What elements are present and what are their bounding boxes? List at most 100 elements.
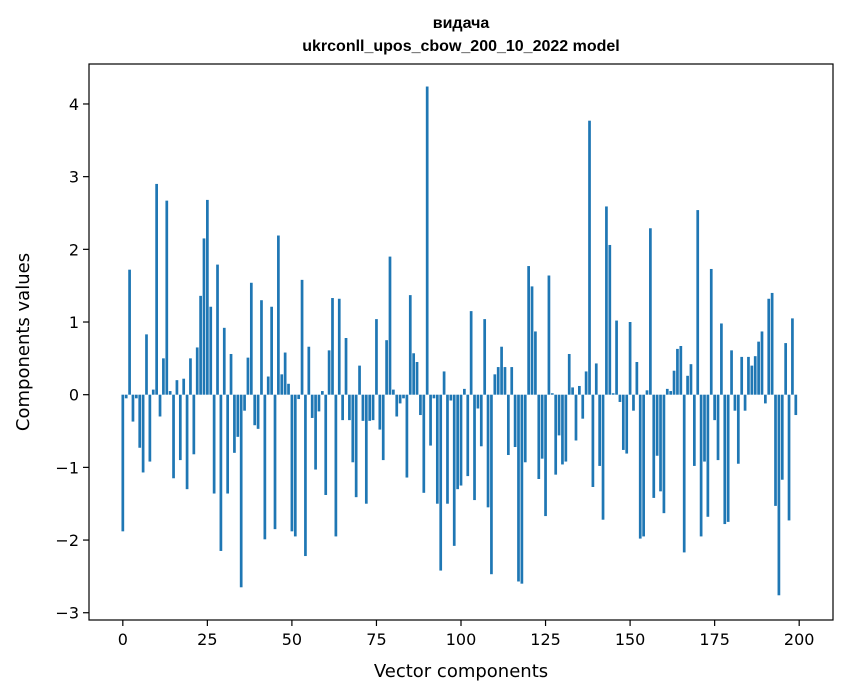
bar — [121, 394, 125, 532]
bar — [554, 394, 558, 475]
y-tick-label: 1 — [69, 313, 79, 332]
bar — [348, 394, 351, 421]
bar — [364, 394, 368, 504]
bar — [128, 269, 131, 395]
bar — [706, 394, 710, 517]
bar — [740, 356, 744, 395]
bar — [510, 367, 514, 395]
bar — [145, 334, 148, 395]
x-tick-label: 150 — [615, 630, 646, 649]
bar — [500, 346, 503, 395]
bar — [195, 347, 199, 395]
bar-series — [121, 86, 798, 596]
bar — [567, 353, 571, 395]
bar — [605, 206, 608, 395]
bar — [337, 298, 341, 395]
bar — [730, 350, 733, 395]
bar — [405, 394, 409, 478]
bar — [506, 394, 510, 456]
bar — [591, 394, 595, 487]
bar — [770, 292, 774, 395]
bar — [422, 394, 426, 493]
bar — [794, 394, 798, 416]
bar — [672, 370, 676, 395]
bar — [723, 394, 727, 525]
bar — [293, 394, 297, 537]
bar — [398, 394, 402, 404]
bar — [679, 346, 683, 395]
bar — [479, 394, 483, 447]
bar — [561, 394, 564, 465]
bar — [689, 364, 693, 395]
bar — [236, 394, 240, 437]
bar — [341, 394, 344, 421]
bar — [469, 311, 473, 395]
bar — [787, 394, 791, 521]
bar — [523, 394, 527, 463]
bar — [774, 394, 777, 506]
bar — [442, 371, 446, 395]
bar — [212, 394, 216, 494]
bar — [368, 394, 372, 421]
bar — [300, 279, 304, 395]
x-axis-label: Vector components — [374, 661, 548, 682]
x-tick-label: 100 — [446, 630, 477, 649]
bar — [253, 394, 257, 426]
bar — [172, 394, 175, 479]
x-tick-label: 175 — [699, 630, 730, 649]
bar — [777, 394, 781, 596]
bar — [632, 394, 635, 411]
bar — [280, 374, 284, 395]
bar — [747, 356, 750, 395]
bar — [527, 266, 530, 395]
bar — [324, 394, 328, 495]
bar — [168, 391, 172, 395]
bar — [720, 323, 723, 395]
bar — [767, 298, 771, 395]
bar — [621, 394, 625, 450]
bar — [483, 319, 487, 395]
bar — [649, 228, 652, 395]
bar — [266, 376, 270, 395]
bar — [162, 358, 165, 395]
bar — [392, 389, 395, 395]
bar — [206, 199, 209, 395]
bar — [659, 394, 662, 492]
bar — [317, 394, 321, 412]
bar — [310, 394, 314, 418]
bar — [233, 394, 236, 453]
bar — [736, 394, 740, 464]
bar — [594, 363, 598, 395]
bar — [662, 394, 666, 514]
bar — [601, 394, 605, 520]
bar — [320, 391, 324, 395]
bar — [486, 394, 490, 508]
bar — [493, 374, 497, 395]
bar — [155, 183, 158, 395]
bar — [402, 394, 405, 399]
bar — [209, 306, 213, 395]
bar — [578, 385, 581, 395]
bar — [202, 238, 206, 395]
bar — [743, 394, 747, 411]
bar — [239, 394, 243, 588]
bar — [703, 394, 706, 462]
bar — [557, 394, 561, 436]
bar — [696, 210, 700, 395]
bar — [151, 389, 155, 395]
bar — [699, 394, 703, 537]
bar — [652, 394, 656, 498]
bar — [175, 380, 179, 395]
bar — [459, 394, 463, 486]
bar — [665, 388, 669, 395]
bar — [439, 394, 443, 571]
bar — [517, 394, 520, 582]
bar — [655, 394, 659, 456]
bar — [375, 319, 378, 395]
x-tick-label: 0 — [118, 630, 128, 649]
y-tick-label: −1 — [55, 458, 79, 477]
y-tick-label: 3 — [69, 168, 79, 187]
bar — [358, 365, 361, 395]
bar — [263, 394, 267, 540]
